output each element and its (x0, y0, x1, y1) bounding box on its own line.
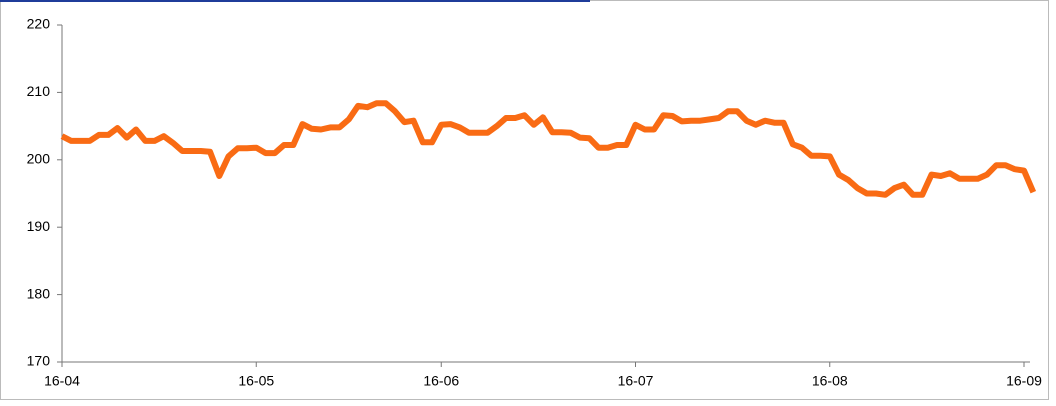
x-tick-label: 16-07 (618, 373, 654, 389)
x-tick-label: 16-08 (812, 373, 848, 389)
y-tick-label: 200 (27, 151, 51, 167)
x-tick-label: 16-06 (423, 373, 459, 389)
y-tick-label: 190 (27, 218, 51, 234)
chart-border (0, 0, 1049, 400)
price-line (60, 100, 1037, 198)
y-tick-label: 220 (27, 16, 51, 32)
x-tick-label: 16-05 (238, 373, 274, 389)
x-tick-label: 16-09 (1006, 373, 1042, 389)
y-tick-label: 170 (27, 353, 51, 369)
y-tick-label: 180 (27, 285, 51, 301)
x-tick-label: 16-04 (44, 373, 80, 389)
y-tick-label: 210 (27, 83, 51, 99)
